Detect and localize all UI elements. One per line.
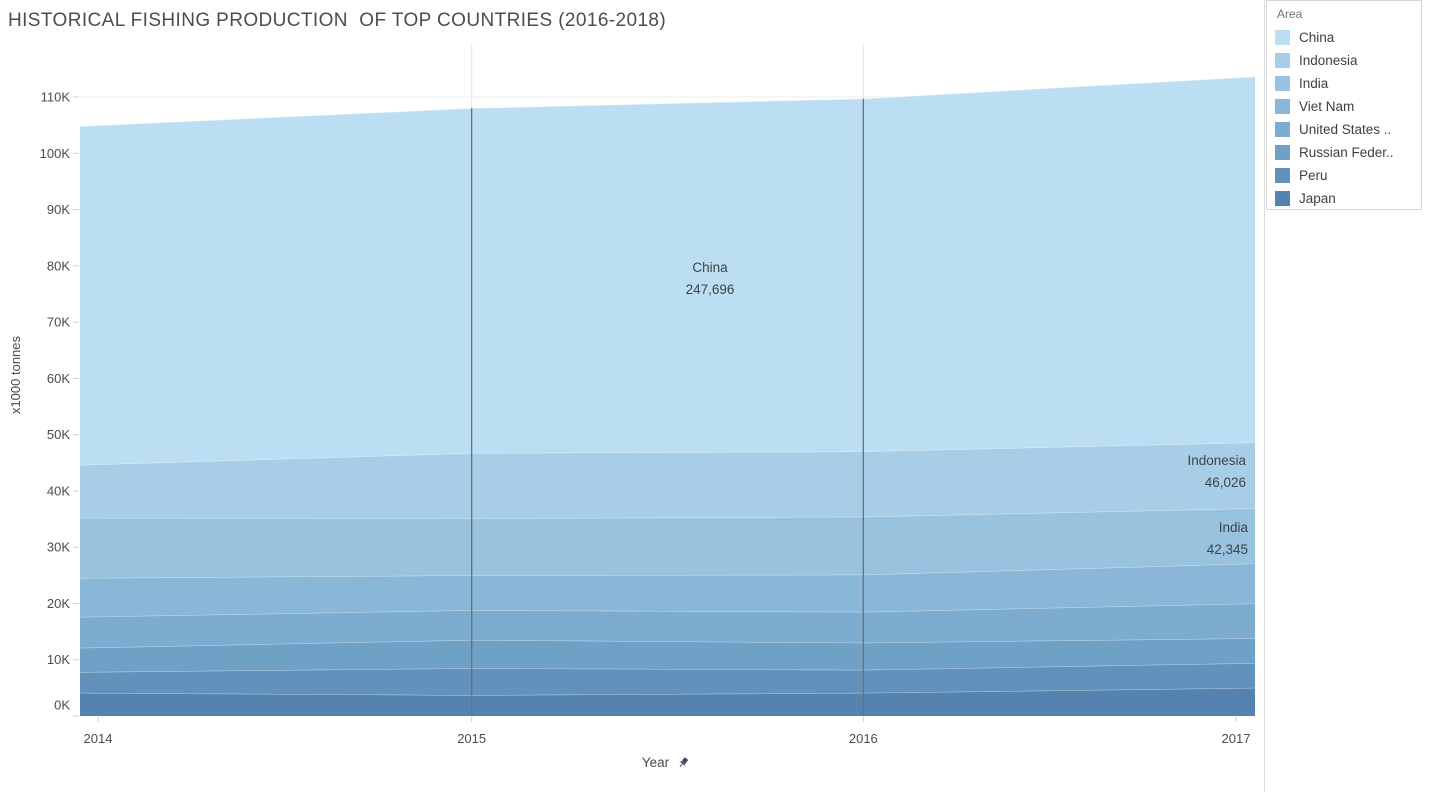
legend-item-viet-nam[interactable]: Viet Nam [1267,95,1421,118]
x-axis: 2014 2015 2016 2017 [84,717,1251,746]
y-tick-label-0K: 0K [54,698,70,713]
x-tick-label-2017: 2017 [1222,731,1251,746]
area-marks [79,76,1256,716]
stacked-area-chart: 0K 10K 20K 30K 40K 50K 60K 70K 80K 90K 100K 110K 201… [40,45,1256,746]
chart-title: HISTORICAL FISHING PRODUCTION OF TOP COU… [8,10,667,31]
pushpin-icon[interactable] [676,756,690,773]
legend-swatch [1275,99,1290,114]
legend-item-label: Peru [1299,168,1328,183]
annotation-india-value: 42,345 [1206,542,1248,557]
x-tick-label-2014: 2014 [84,731,113,746]
legend-swatch [1275,30,1290,45]
legend-swatch [1275,122,1290,137]
y-axis-title: x1000 tonnes [8,335,23,415]
x-tick-label-2016: 2016 [849,731,878,746]
x-axis-title-text: Year [641,755,670,770]
area-band-viet-nam[interactable] [80,563,1255,618]
y-tick-label-80K: 80K [47,258,70,273]
legend-item-japan[interactable]: Japan [1267,187,1421,210]
legend-swatch [1275,145,1290,160]
x-tick-label-2015: 2015 [457,731,486,746]
legend-item-united-states[interactable]: United States .. [1267,118,1421,141]
area-band-indonesia[interactable] [80,442,1255,519]
layout-divider [1264,0,1265,792]
y-axis: 0K 10K 20K 30K 40K 50K 60K 70K 80K 90K 100K 110K [40,90,79,717]
legend-panel: Area China Indonesia India Viet Nam United S… [1266,0,1422,210]
x-axis-title: Year [566,755,766,773]
y-tick-label-30K: 30K [47,540,70,555]
legend-title: Area [1277,7,1303,21]
y-tick-label-20K: 20K [47,596,70,611]
area-band-india[interactable] [80,508,1255,579]
legend-swatch [1275,191,1290,206]
annotation-indonesia: Indonesia 46,026 [1046,450,1246,494]
legend-item-label: China [1299,30,1335,45]
legend-item-label: Japan [1299,191,1336,206]
y-tick-label-60K: 60K [47,371,70,386]
y-tick-label-10K: 10K [47,652,70,667]
legend-item-china[interactable]: China [1267,26,1421,49]
y-tick-label-100K: 100K [40,146,71,161]
annotation-india: India 42,345 [1048,517,1248,561]
legend-swatch [1275,168,1290,183]
annotation-china: China 247,696 [610,257,810,301]
area-band-china[interactable] [80,76,1255,465]
y-tick-label-110K: 110K [41,90,71,105]
legend-item-india[interactable]: India [1267,72,1421,95]
legend-item-label: India [1299,76,1329,91]
legend-item-label: Russian Feder.. [1299,145,1394,160]
area-band-peru[interactable] [80,663,1255,696]
area-band-russian-feder[interactable] [80,638,1255,673]
legend-swatch [1275,76,1290,91]
legend-swatch [1275,53,1290,68]
y-tick-label-50K: 50K [47,427,70,442]
annotation-indonesia-label: Indonesia [1187,453,1246,468]
y-tick-label-40K: 40K [47,483,70,498]
legend-item-label: United States .. [1299,122,1392,137]
y-tick-label-90K: 90K [47,202,70,217]
legend-item-peru[interactable]: Peru [1267,164,1421,187]
legend-item-indonesia[interactable]: Indonesia [1267,49,1421,72]
annotation-china-label: China [692,260,728,275]
legend-items: China Indonesia India Viet Nam United States… [1267,26,1421,210]
area-band-united-states[interactable] [80,603,1255,648]
annotation-china-value: 247,696 [685,282,735,297]
legend-item-label: Indonesia [1299,53,1358,68]
legend-item-russian-feder[interactable]: Russian Feder.. [1267,141,1421,164]
y-tick-label-70K: 70K [47,315,70,330]
annotation-india-label: India [1218,520,1248,535]
annotation-indonesia-value: 46,026 [1204,475,1246,490]
area-band-edge-china [79,76,1256,127]
legend-item-label: Viet Nam [1299,99,1355,114]
